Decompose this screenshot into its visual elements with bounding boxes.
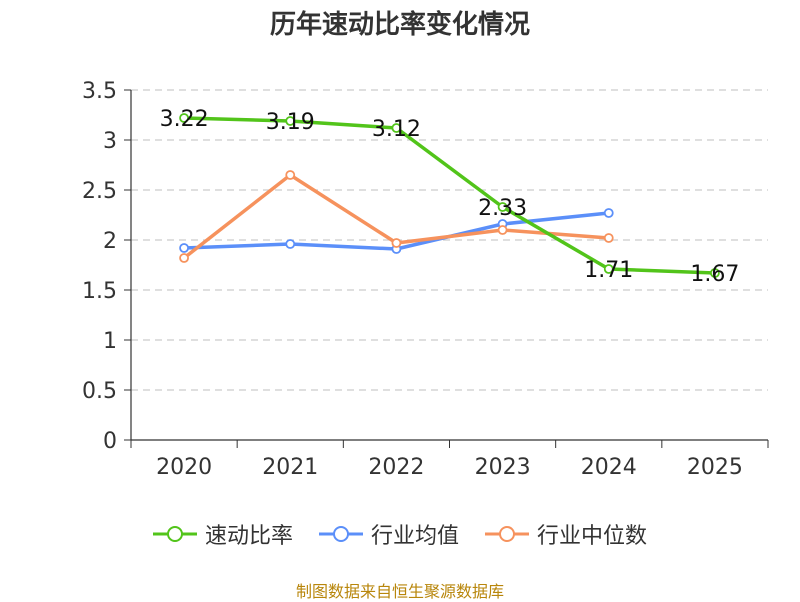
y-tick-label: 0.5 bbox=[82, 379, 117, 404]
data-point bbox=[497, 202, 508, 212]
data-point bbox=[603, 233, 614, 243]
data-labels: 3.22 3.19 3.12 2.33 1.71 1.67 bbox=[160, 107, 740, 287]
legend-item-quick-ratio[interactable]: 速动比率 bbox=[152, 518, 293, 550]
data-point bbox=[179, 113, 189, 123]
y-tick-label: 0 bbox=[103, 429, 117, 454]
source-note: 制图数据来自恒生聚源数据库 bbox=[295, 582, 504, 601]
chart-title: 历年速动比率变化情况 bbox=[269, 10, 530, 40]
data-label: 2.33 bbox=[478, 196, 527, 221]
legend-marker-icon bbox=[152, 526, 197, 542]
data-label: 3.22 bbox=[160, 107, 209, 132]
y-tick-label: 2 bbox=[103, 229, 117, 254]
data-point bbox=[391, 123, 402, 133]
series-line bbox=[184, 116, 715, 275]
data-point bbox=[710, 268, 720, 278]
legend: 速动比率 行业均值 行业中位数 bbox=[0, 518, 800, 550]
data-label: 1.71 bbox=[584, 258, 633, 283]
series-lines bbox=[179, 113, 720, 278]
x-tick-label: 2022 bbox=[368, 455, 424, 480]
data-point bbox=[391, 238, 402, 248]
data-point bbox=[179, 253, 189, 263]
y-tick-label: 2.5 bbox=[82, 179, 117, 204]
legend-marker-icon bbox=[318, 526, 363, 542]
x-tick-label: 2023 bbox=[475, 455, 531, 480]
data-label: 3.12 bbox=[372, 117, 421, 142]
data-point bbox=[603, 264, 614, 274]
data-point bbox=[497, 225, 508, 235]
grid-lines bbox=[131, 89, 768, 391]
x-tick-label: 2021 bbox=[262, 455, 318, 480]
legend-label: 行业中位数 bbox=[537, 524, 648, 549]
legend-label: 行业均值 bbox=[370, 524, 459, 549]
x-tick-label: 2025 bbox=[687, 455, 743, 480]
x-tick-label: 2024 bbox=[581, 455, 637, 480]
legend-marker-icon bbox=[485, 526, 529, 542]
data-point bbox=[603, 208, 614, 218]
data-label: 1.67 bbox=[690, 262, 739, 287]
data-label: 3.19 bbox=[266, 110, 315, 135]
data-point bbox=[179, 243, 189, 253]
legend-item-industry-mean[interactable]: 行业均值 bbox=[318, 518, 459, 550]
data-point bbox=[285, 116, 296, 126]
y-tick-label: 1 bbox=[103, 329, 117, 354]
data-point bbox=[285, 170, 296, 180]
y-tick-label: 3.5 bbox=[82, 79, 117, 104]
legend-label: 速动比率 bbox=[204, 524, 293, 549]
data-point bbox=[285, 239, 296, 249]
y-tick-label: 1.5 bbox=[82, 279, 117, 304]
legend-item-industry-median[interactable]: 行业中位数 bbox=[485, 518, 647, 550]
y-tick-label: 3 bbox=[103, 129, 117, 154]
axes: 0 0.5 1 1.5 2 2.5 3 3.5 2020 2021 2022 2023 2024 2025 bbox=[82, 79, 769, 480]
x-tick-label: 2020 bbox=[156, 455, 212, 480]
